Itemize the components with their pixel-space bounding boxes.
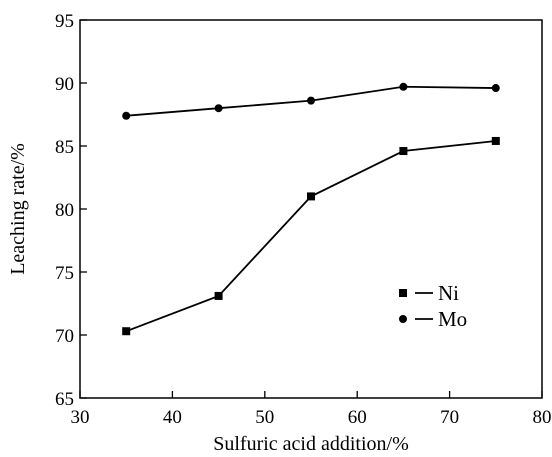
- y-tick-label: 65: [55, 389, 74, 410]
- y-tick-label: 75: [55, 263, 74, 284]
- y-tick-label: 95: [55, 11, 74, 32]
- x-axis: 30 40 50 60 70 80: [71, 391, 552, 428]
- legend-marker-ni: [399, 289, 407, 297]
- y-axis-title: Leaching rate/%: [7, 143, 29, 275]
- plot-frame: [79, 19, 543, 399]
- y-tick-label: 85: [55, 137, 74, 158]
- series-layer: [122, 82, 500, 336]
- data-point-mo: [122, 111, 131, 120]
- data-point-ni: [399, 147, 408, 156]
- data-point-ni: [491, 136, 500, 145]
- y-tick-label: 90: [55, 74, 74, 95]
- y-tick-label: 70: [55, 326, 74, 347]
- x-tick-label: 70: [440, 407, 459, 428]
- x-tick-label: 30: [71, 407, 90, 428]
- x-tick-label: 60: [348, 407, 367, 428]
- data-point-mo: [491, 84, 500, 93]
- data-point-ni: [307, 192, 315, 201]
- x-axis-title: Sulfuric acid addition/%: [213, 433, 409, 455]
- legend-label-ni: Ni: [438, 281, 459, 305]
- legend-marker-mo: [399, 315, 407, 323]
- data-point-mo: [307, 96, 315, 105]
- data-point-ni: [214, 291, 223, 300]
- data-point-mo: [214, 104, 223, 113]
- x-tick-label: 50: [255, 407, 274, 428]
- x-tick-label: 80: [533, 407, 552, 428]
- y-axis: 65 70 75 80 85 90 95: [55, 11, 87, 410]
- data-point-ni: [122, 327, 131, 336]
- y-tick-label: 80: [55, 200, 74, 221]
- x-tick-label: 40: [163, 407, 182, 428]
- data-point-mo: [399, 82, 408, 91]
- legend-label-mo: Mo: [438, 307, 467, 331]
